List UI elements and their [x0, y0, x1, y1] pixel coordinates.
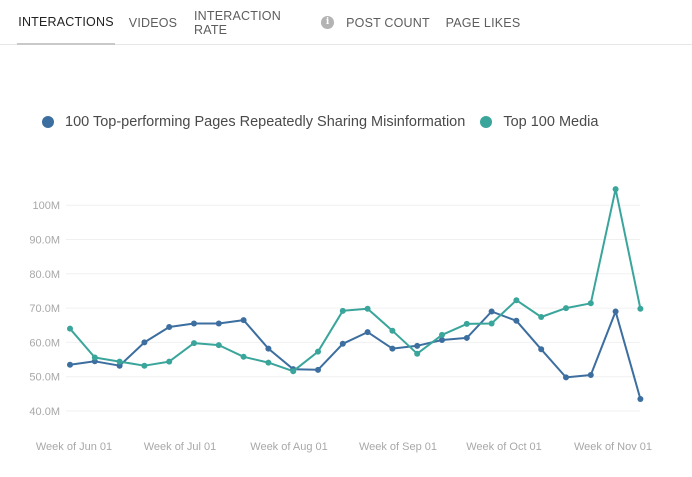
- tab-label: INTERACTIONS: [18, 14, 114, 29]
- y-tick-label: 60.0M: [29, 337, 60, 349]
- data-point[interactable]: [463, 334, 470, 341]
- data-point[interactable]: [240, 353, 247, 360]
- data-point[interactable]: [488, 320, 495, 327]
- data-point[interactable]: [166, 358, 173, 365]
- data-point[interactable]: [364, 305, 371, 312]
- data-point[interactable]: [315, 348, 321, 355]
- info-icon[interactable]: i: [321, 16, 334, 29]
- data-point[interactable]: [265, 345, 272, 352]
- data-point[interactable]: [538, 346, 545, 353]
- data-point[interactable]: [339, 340, 346, 347]
- tab-post-count[interactable]: POST COUNT: [344, 0, 432, 45]
- data-point[interactable]: [587, 371, 594, 378]
- data-point[interactable]: [389, 327, 396, 334]
- data-point[interactable]: [67, 325, 73, 332]
- y-tick-label: 70.0M: [29, 303, 60, 315]
- x-tick-label: Week of Jul 01: [144, 441, 217, 453]
- x-tick-label: Week of Sep 01: [359, 441, 437, 453]
- x-tick-label: Week of Oct 01: [466, 441, 542, 453]
- data-point[interactable]: [215, 342, 222, 349]
- chart-legend: 100 Top-performing Pages Repeatedly Shar…: [42, 114, 613, 130]
- legend-label: 100 Top-performing Pages Repeatedly Shar…: [65, 114, 466, 130]
- data-point[interactable]: [67, 361, 73, 368]
- data-point[interactable]: [215, 320, 222, 327]
- data-point[interactable]: [141, 362, 148, 369]
- legend-swatch: [480, 116, 493, 128]
- metric-tab-bar: INTERACTIONS VIDEOS INTERACTION RATE i P…: [0, 0, 692, 45]
- legend-swatch: [42, 116, 54, 128]
- data-point[interactable]: [563, 305, 569, 312]
- tab-page-likes[interactable]: PAGE LIKES: [444, 0, 522, 45]
- data-point[interactable]: [488, 308, 495, 315]
- data-point[interactable]: [364, 329, 371, 336]
- legend-item-misinformation-pages[interactable]: 100 Top-performing Pages Repeatedly Shar…: [42, 114, 465, 130]
- data-point[interactable]: [240, 317, 247, 324]
- x-tick-label: Week of Aug 01: [250, 441, 327, 453]
- data-point[interactable]: [141, 339, 148, 346]
- data-point[interactable]: [587, 300, 594, 307]
- tab-interactions[interactable]: INTERACTIONS: [17, 0, 115, 45]
- data-point[interactable]: [513, 317, 520, 324]
- data-point[interactable]: [612, 186, 619, 193]
- data-point[interactable]: [389, 345, 396, 352]
- x-tick-label: Week of Nov 01: [574, 441, 652, 453]
- legend-label: Top 100 Media: [503, 114, 599, 130]
- y-tick-label: 40.0M: [29, 406, 60, 418]
- data-point[interactable]: [463, 320, 470, 327]
- data-point[interactable]: [290, 368, 297, 375]
- data-point[interactable]: [414, 342, 421, 349]
- data-point[interactable]: [91, 354, 98, 361]
- series-line-0: [69, 310, 642, 400]
- data-point[interactable]: [513, 297, 520, 304]
- data-point[interactable]: [439, 336, 445, 343]
- legend-item-top-media[interactable]: Top 100 Media: [480, 114, 598, 130]
- data-point[interactable]: [116, 358, 123, 365]
- data-point[interactable]: [315, 366, 321, 373]
- series-line-1: [69, 188, 642, 373]
- data-point[interactable]: [414, 350, 421, 357]
- tab-interaction-rate[interactable]: INTERACTION RATE i: [194, 0, 334, 45]
- tab-label: INTERACTION RATE: [194, 8, 281, 37]
- data-point[interactable]: [637, 395, 644, 402]
- tab-label: PAGE LIKES: [445, 15, 521, 30]
- y-tick-label: 80.0M: [29, 269, 60, 281]
- x-tick-label: Week of Jun 01: [36, 441, 112, 453]
- y-tick-label: 90.0M: [29, 235, 60, 247]
- tab-label: POST COUNT: [346, 15, 430, 30]
- data-point[interactable]: [265, 359, 272, 366]
- data-point[interactable]: [116, 362, 123, 369]
- tab-videos[interactable]: VIDEOS: [122, 0, 184, 45]
- tab-label: VIDEOS: [128, 15, 178, 30]
- data-point[interactable]: [339, 307, 346, 314]
- data-point[interactable]: [563, 374, 569, 381]
- data-point[interactable]: [191, 340, 197, 347]
- data-point[interactable]: [538, 314, 545, 321]
- y-tick-label: 100M: [32, 200, 60, 212]
- data-point[interactable]: [191, 320, 197, 327]
- data-point[interactable]: [637, 305, 644, 312]
- y-tick-label: 50.0M: [29, 372, 60, 384]
- data-point[interactable]: [612, 308, 619, 315]
- data-point[interactable]: [439, 331, 445, 338]
- data-point[interactable]: [166, 323, 173, 330]
